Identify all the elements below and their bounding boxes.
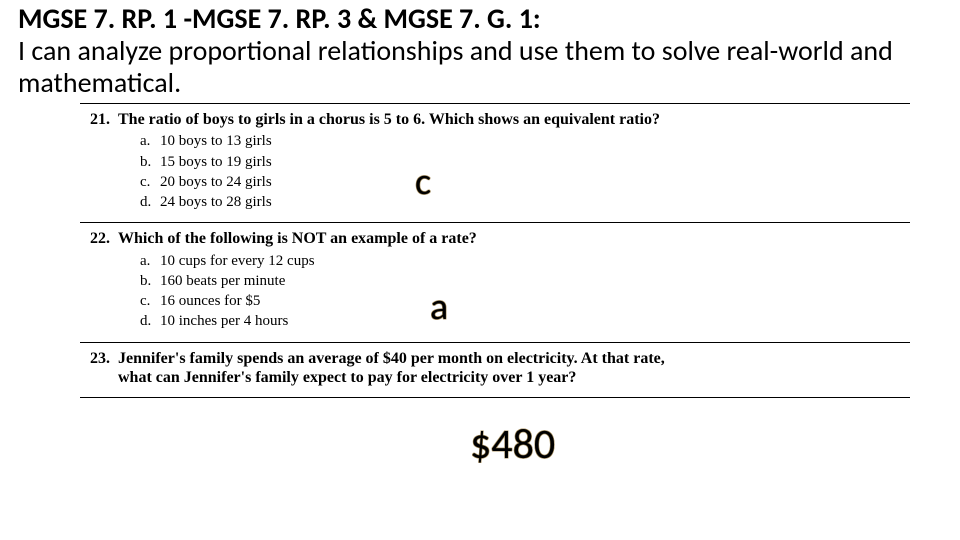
choice-a: a.10 cups for every 12 cups <box>140 251 910 271</box>
answer-overlay-23: $480 <box>470 419 555 470</box>
choice-list: a.10 boys to 13 girls b.15 boys to 19 gi… <box>80 131 910 212</box>
question-stem: 21.The ratio of boys to girls in a choru… <box>80 110 910 129</box>
choice-d: d.24 boys to 28 girls <box>140 192 910 212</box>
choice-b: b.15 boys to 19 girls <box>140 152 910 172</box>
question-stem: 22.Which of the following is NOT an exam… <box>80 229 910 248</box>
choice-d: d.10 inches per 4 hours <box>140 311 910 331</box>
choice-c: c.16 ounces for $5 <box>140 291 910 311</box>
question-stem: 23.Jennifer's family spends an average o… <box>80 349 910 368</box>
standards-header: MGSE 7. RP. 1 -MGSE 7. RP. 3 & MGSE 7. G… <box>0 0 960 101</box>
question-text: The ratio of boys to girls in a chorus i… <box>118 111 660 128</box>
question-23: 23.Jennifer's family spends an average o… <box>80 343 910 398</box>
worksheet-container: 21.The ratio of boys to girls in a choru… <box>80 103 910 398</box>
question-21: 21.The ratio of boys to girls in a choru… <box>80 104 910 223</box>
answer-overlay-22: a <box>430 284 448 330</box>
choice-list: a.10 cups for every 12 cups b.160 beats … <box>80 251 910 332</box>
choice-c: c.20 boys to 24 girls <box>140 172 910 192</box>
question-number: 23. <box>90 349 118 368</box>
choice-b: b.160 beats per minute <box>140 271 910 291</box>
question-text: Which of the following is NOT an example… <box>118 230 477 247</box>
question-text-line1: Jennifer's family spends an average of $… <box>118 350 665 367</box>
question-stem-line2: what can Jennifer's family expect to pay… <box>80 368 910 387</box>
choice-a: a.10 boys to 13 girls <box>140 131 910 151</box>
standard-code: MGSE 7. RP. 1 -MGSE 7. RP. 3 & MGSE 7. G… <box>18 4 942 35</box>
question-number: 21. <box>90 110 118 129</box>
question-22: 22.Which of the following is NOT an exam… <box>80 223 910 342</box>
question-number: 22. <box>90 229 118 248</box>
answer-overlay-21: c <box>415 159 431 205</box>
learning-objective: I can analyze proportional relationships… <box>18 35 942 99</box>
